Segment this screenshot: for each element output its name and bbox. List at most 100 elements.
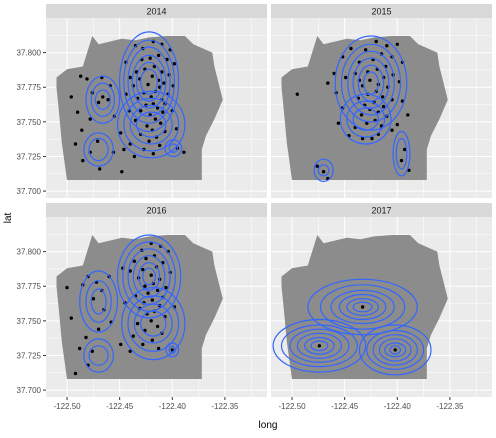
density-contour <box>330 289 395 325</box>
density-contour <box>122 241 177 312</box>
density-contour <box>127 46 171 117</box>
y-tick-label: 37.725 <box>17 152 42 161</box>
density-contour <box>384 342 407 358</box>
y-tick-label: 37.775 <box>17 282 42 291</box>
density-contour <box>389 345 402 355</box>
data-point <box>79 74 83 78</box>
data-point <box>153 117 158 121</box>
data-point <box>146 291 150 295</box>
data-point <box>360 136 365 141</box>
data-point <box>385 44 389 48</box>
y-tick-label: 37.800 <box>17 49 42 58</box>
facet-strip-label: 2016 <box>146 206 166 216</box>
data-point <box>65 285 69 290</box>
data-point <box>365 121 369 125</box>
x-axis-title: long <box>259 420 278 431</box>
density-contour <box>340 43 402 123</box>
facet-panel-2015: 2015 <box>271 4 492 198</box>
data-point <box>317 344 322 348</box>
x-tick-label: -122.45 <box>106 402 134 411</box>
data-point <box>399 158 404 163</box>
data-point <box>139 109 143 113</box>
density-contours <box>79 234 186 373</box>
facet-strip-label: 2017 <box>371 206 391 216</box>
data-point <box>88 117 92 121</box>
density-contour <box>296 332 343 359</box>
data-point <box>81 158 85 163</box>
data-point <box>390 128 394 132</box>
density-contour <box>272 318 367 373</box>
data-point <box>380 95 385 99</box>
y-axis-title: lat <box>3 212 14 223</box>
x-tick-label: -122.50 <box>278 402 306 411</box>
data-point <box>149 273 153 277</box>
data-point <box>170 348 174 352</box>
density-contour <box>319 284 406 330</box>
density-contours <box>313 35 411 182</box>
data-point <box>159 121 163 125</box>
density-contour <box>129 104 173 145</box>
data-point <box>162 81 166 85</box>
data-point <box>164 285 168 290</box>
data-point <box>182 150 186 154</box>
data-point <box>406 113 410 117</box>
data-point <box>120 170 124 174</box>
data-point <box>119 131 123 135</box>
data-point <box>73 142 78 146</box>
y-tick-label: 37.750 <box>17 118 42 127</box>
facet-strip <box>46 203 267 217</box>
data-point <box>155 106 160 110</box>
x-tick-label: -122.35 <box>436 402 464 411</box>
density-contour <box>140 310 167 337</box>
density-contour <box>79 270 119 333</box>
density-contour <box>83 132 114 167</box>
data-point <box>150 298 154 302</box>
density-contours <box>83 31 186 167</box>
density-contour <box>317 164 330 177</box>
density-contour <box>116 90 186 159</box>
data-point <box>101 95 105 99</box>
density-contour <box>378 338 412 362</box>
data-point <box>172 62 177 66</box>
density-contour <box>346 298 380 316</box>
data-point <box>395 122 399 127</box>
data-point <box>156 53 161 58</box>
city-map-polygon <box>281 235 448 379</box>
facet-strip <box>46 4 267 18</box>
data-point <box>349 46 353 51</box>
density-contour <box>352 57 390 109</box>
facet-strip <box>271 203 492 217</box>
density-contour <box>313 158 334 182</box>
data-point <box>158 143 162 148</box>
data-point <box>128 349 132 353</box>
data-point <box>156 346 161 351</box>
x-tick-label: -122.35 <box>211 402 239 411</box>
y-tick-label: 37.750 <box>17 317 42 326</box>
density-contour <box>392 130 411 177</box>
density-contour <box>358 324 432 376</box>
x-tick-label: -122.40 <box>159 402 187 411</box>
data-point <box>122 147 126 152</box>
density-contour <box>339 93 392 145</box>
data-point <box>150 338 154 342</box>
density-contour <box>83 338 114 373</box>
facet-strip-label: 2014 <box>146 7 166 17</box>
data-point <box>131 334 135 338</box>
density-contour <box>352 301 373 313</box>
data-point <box>368 78 372 83</box>
density-contour <box>142 267 157 286</box>
data-point <box>96 327 101 331</box>
density-contour <box>164 139 183 158</box>
y-tick-label: 37.800 <box>17 248 42 257</box>
density-contour <box>94 89 111 110</box>
density-contour <box>85 280 112 323</box>
data-point <box>321 170 326 174</box>
density-contour <box>140 68 159 95</box>
x-tick-label: -122.40 <box>384 402 412 411</box>
density-contour <box>372 334 418 366</box>
data-point <box>393 348 397 352</box>
data-point <box>151 152 155 156</box>
density-contour <box>123 39 176 124</box>
data-point <box>370 136 374 141</box>
density-contour <box>88 345 109 366</box>
